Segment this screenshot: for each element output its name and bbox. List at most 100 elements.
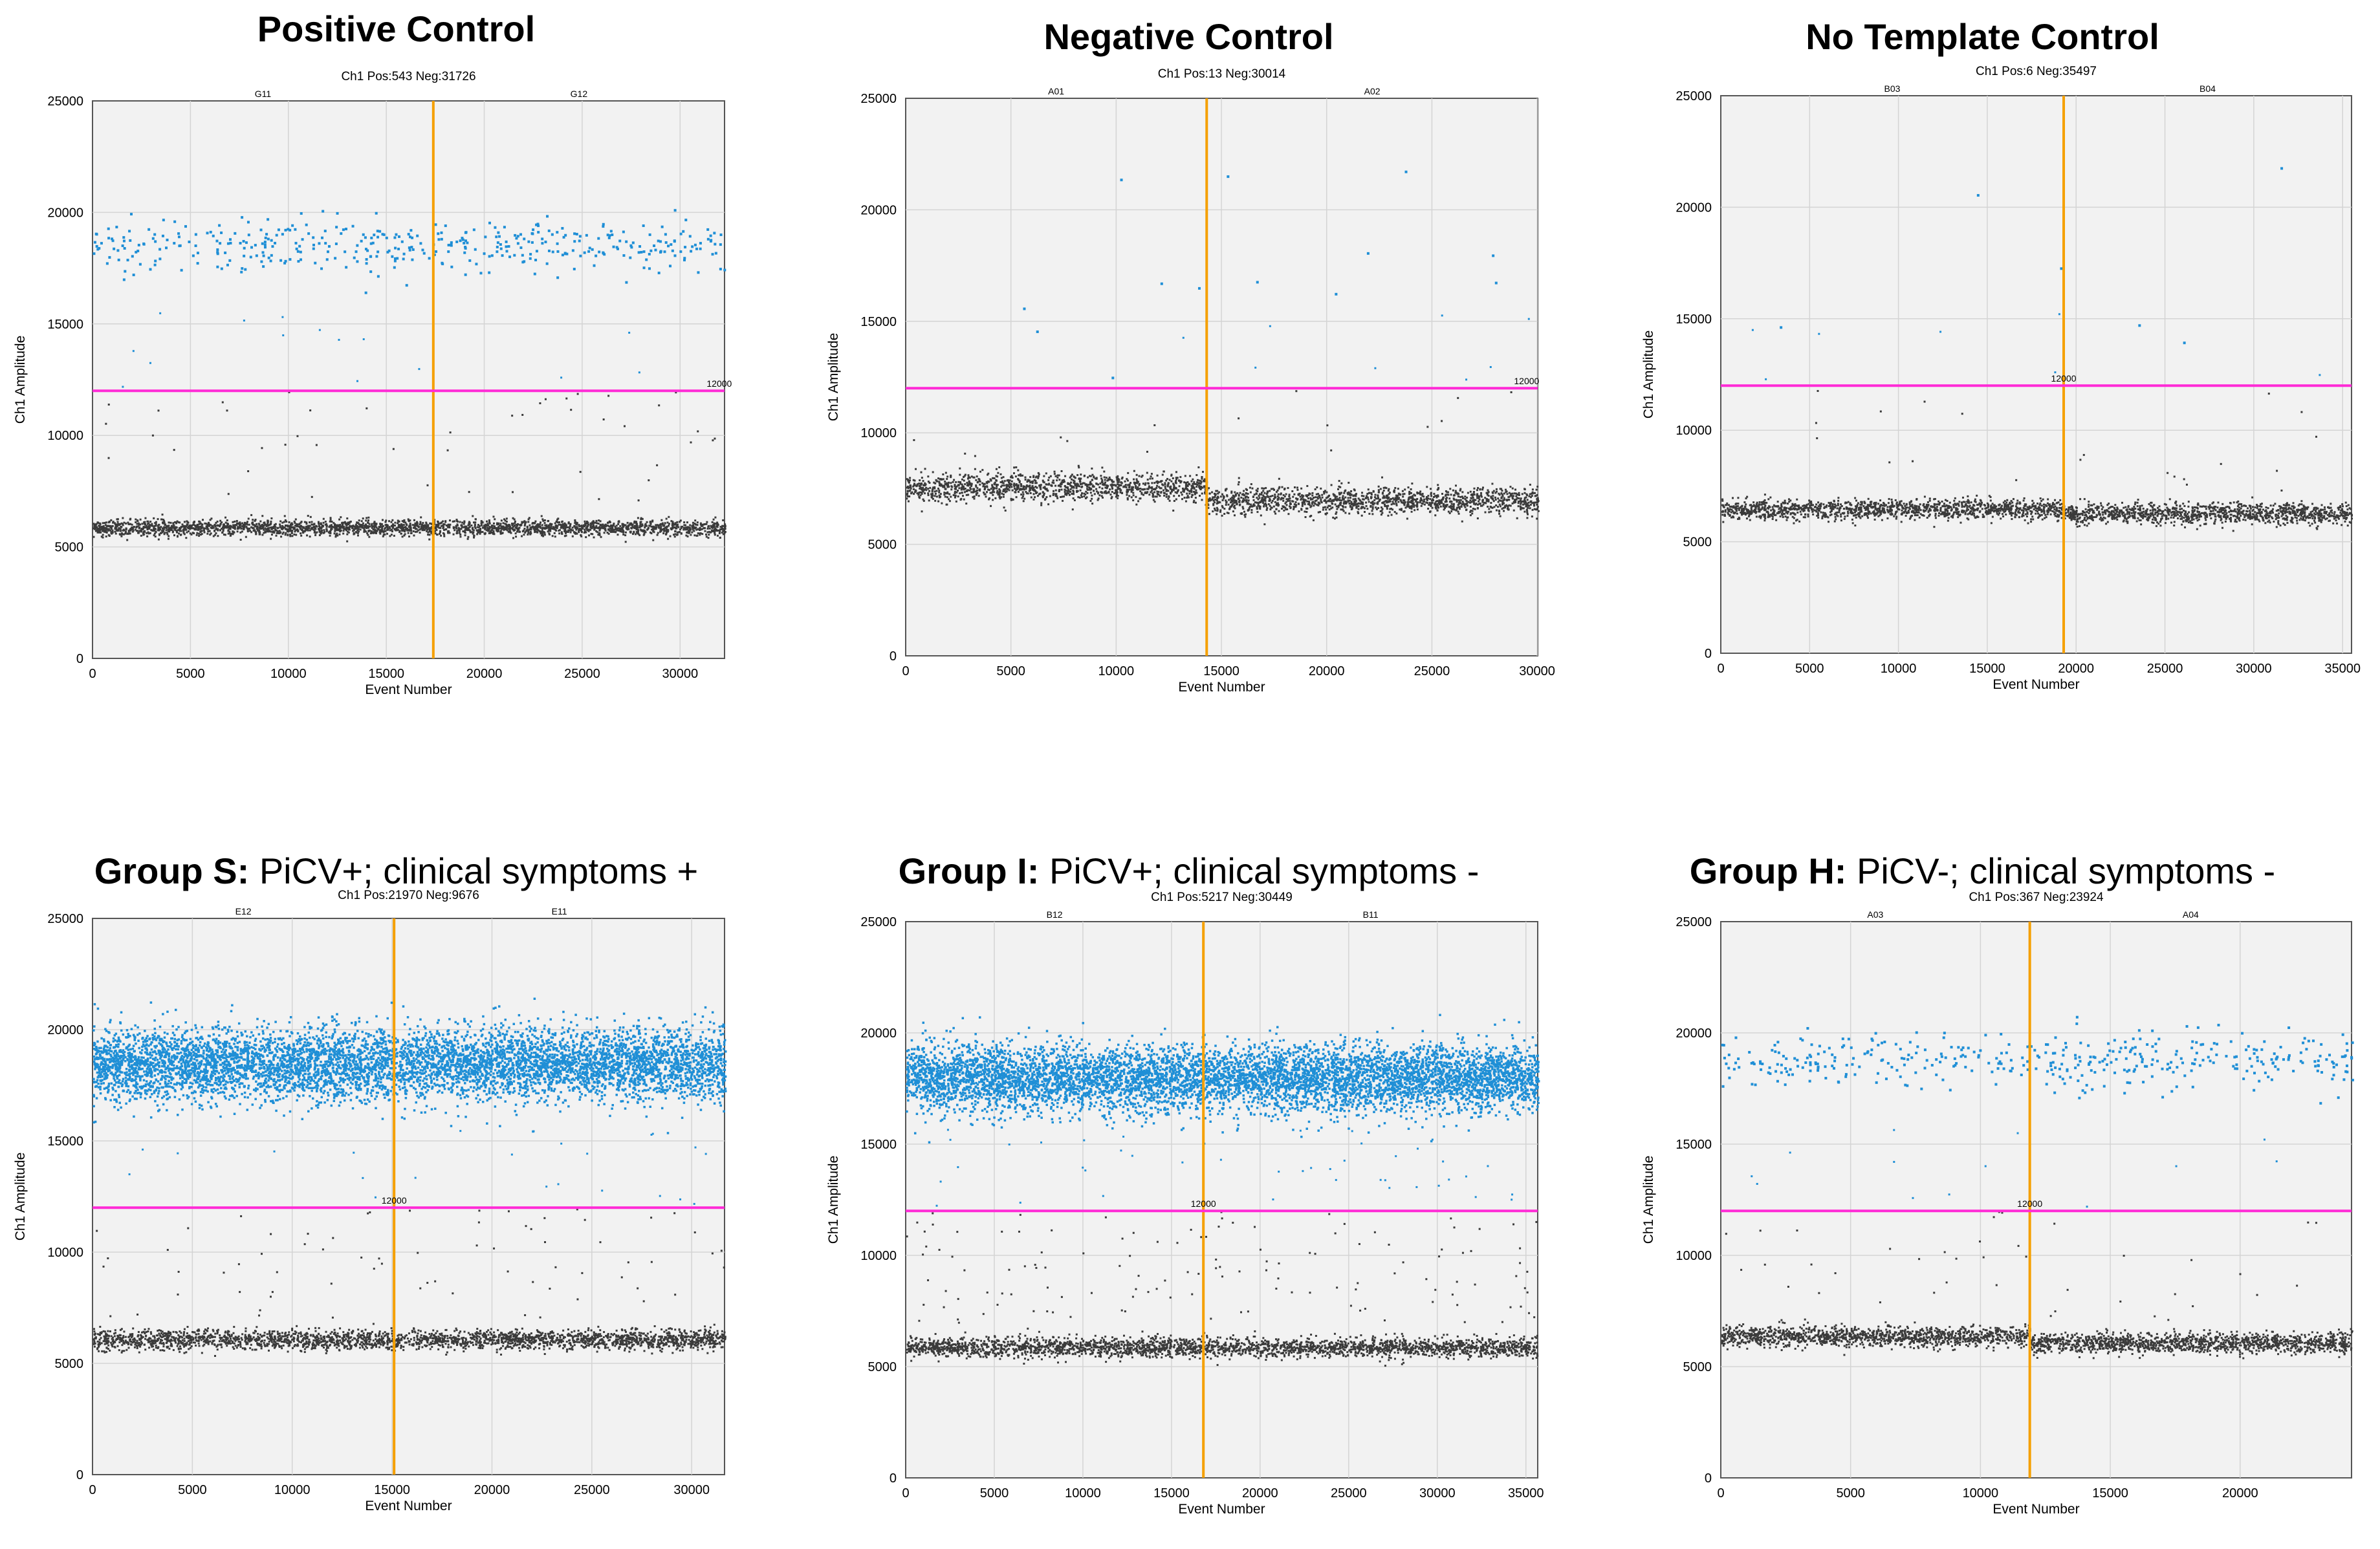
positive-droplet	[239, 242, 242, 244]
positive-droplet	[226, 264, 229, 266]
y-tick-label: 20000	[47, 206, 83, 220]
negative-droplet	[921, 477, 923, 479]
negative-droplet	[954, 497, 956, 499]
negative-droplet	[518, 531, 520, 533]
negative-droplet	[289, 534, 291, 536]
negative-droplet	[140, 530, 142, 532]
negative-droplet	[1348, 482, 1349, 484]
negative-droplet	[472, 532, 474, 534]
negative-droplet	[1208, 487, 1210, 489]
positive-droplet	[428, 257, 431, 259]
negative-droplet	[153, 534, 155, 536]
negative-droplet	[300, 532, 301, 534]
negative-droplet	[1142, 494, 1144, 496]
negative-droplet	[714, 517, 716, 519]
negative-droplet	[263, 525, 265, 526]
negative-droplet	[965, 488, 966, 490]
negative-droplet	[270, 521, 272, 523]
negative-droplet	[230, 526, 232, 528]
negative-droplet	[1173, 495, 1175, 497]
negative-droplet	[1180, 492, 1182, 493]
negative-droplet	[259, 527, 261, 529]
negative-droplet	[1217, 493, 1219, 495]
negative-droplet	[140, 528, 142, 530]
negative-droplet	[560, 526, 562, 528]
positive-droplet	[96, 245, 98, 248]
negative-droplet	[1397, 488, 1399, 490]
negative-droplet	[1021, 497, 1023, 499]
negative-droplet	[151, 523, 153, 525]
negative-droplet	[1015, 475, 1017, 477]
negative-droplet	[564, 528, 566, 530]
negative-droplet	[544, 522, 546, 524]
positive-droplet	[289, 258, 291, 261]
negative-droplet	[1151, 486, 1153, 488]
negative-droplet	[475, 527, 477, 529]
negative-droplet	[1137, 486, 1139, 488]
positive-droplet	[296, 248, 298, 250]
negative-droplet	[666, 530, 668, 532]
positive-droplet	[386, 237, 388, 239]
positive-droplet	[111, 237, 113, 240]
positive-droplet	[661, 226, 664, 228]
negative-droplet	[1530, 496, 1532, 498]
negative-droplet	[502, 527, 504, 529]
positive-droplet	[573, 240, 576, 243]
negative-droplet	[1187, 489, 1189, 491]
negative-droplet	[1250, 492, 1252, 493]
negative-droplet	[1273, 506, 1275, 508]
negative-droplet	[457, 525, 459, 526]
negative-droplet	[992, 491, 994, 493]
negative-droplet	[129, 519, 131, 521]
negative-droplet	[576, 524, 578, 526]
rain-droplet	[243, 320, 245, 321]
negative-droplet	[963, 480, 965, 482]
negative-droplet	[652, 528, 654, 530]
negative-droplet	[219, 529, 221, 531]
positive-droplet	[527, 241, 530, 243]
positive-droplet	[723, 268, 726, 271]
negative-droplet	[322, 525, 323, 526]
negative-droplet	[294, 521, 296, 523]
negative-droplet	[1326, 497, 1327, 499]
negative-droplet	[536, 532, 538, 534]
negative-droplet	[1455, 484, 1457, 486]
negative-droplet	[906, 486, 908, 488]
negative-droplet	[448, 530, 450, 532]
negative-droplet	[1139, 475, 1141, 477]
positive-droplet	[283, 262, 286, 265]
negative-droplet	[982, 485, 984, 487]
negative-droplet	[909, 477, 911, 479]
negative-droplet	[334, 536, 336, 537]
negative-droplet	[305, 529, 307, 531]
negative-droplet	[1406, 517, 1408, 519]
negative-droplet	[1459, 503, 1461, 504]
negative-droplet	[252, 519, 254, 521]
negative-droplet	[987, 473, 989, 475]
negative-droplet	[469, 526, 471, 528]
negative-droplet	[1527, 514, 1529, 515]
negative-droplet	[1116, 478, 1118, 480]
negative-droplet	[708, 534, 710, 536]
positive-droplet	[142, 243, 145, 245]
negative-droplet	[168, 527, 170, 529]
negative-droplet	[386, 525, 388, 527]
positive-droplet	[352, 225, 355, 228]
positive-droplet	[638, 251, 640, 254]
negative-droplet	[1263, 492, 1265, 494]
negative-droplet	[463, 520, 465, 522]
positive-droplet	[227, 243, 230, 245]
negative-droplet	[1022, 491, 1024, 493]
negative-droplet	[360, 524, 362, 526]
positive-droplet	[240, 271, 243, 274]
negative-droplet	[630, 530, 632, 532]
negative-droplet	[1011, 481, 1013, 482]
negative-droplet	[109, 525, 111, 527]
negative-droplet	[409, 523, 411, 525]
negative-droplet	[547, 520, 549, 522]
negative-droplet	[473, 534, 475, 536]
negative-droplet	[1223, 513, 1225, 515]
negative-droplet	[1452, 490, 1454, 492]
negative-droplet	[1202, 471, 1204, 473]
negative-droplet	[1129, 483, 1131, 485]
